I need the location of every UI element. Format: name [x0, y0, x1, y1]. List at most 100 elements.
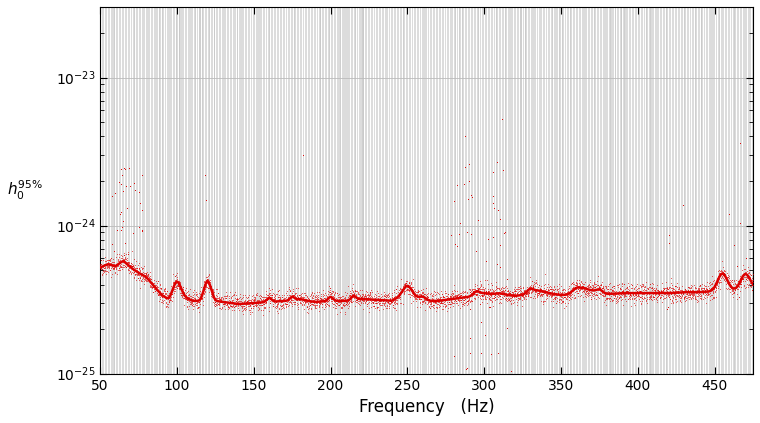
Point	[138, 265, 150, 272]
Point	[328, 288, 340, 295]
Point	[483, 288, 496, 294]
Point	[383, 301, 395, 308]
Point	[416, 298, 429, 305]
Point	[227, 299, 239, 305]
Point	[483, 286, 496, 293]
Point	[445, 299, 457, 306]
Point	[724, 278, 736, 285]
Point	[553, 280, 565, 287]
Point	[486, 281, 498, 288]
Point	[352, 291, 364, 297]
Point	[458, 297, 470, 303]
Point	[466, 292, 478, 299]
Point	[350, 297, 363, 303]
Point	[618, 291, 630, 297]
Point	[736, 266, 748, 273]
Point	[125, 262, 137, 269]
Point	[346, 299, 358, 305]
Point	[177, 287, 189, 294]
Point	[340, 300, 353, 307]
Point	[330, 300, 342, 307]
Point	[228, 301, 240, 308]
Point	[94, 257, 106, 264]
Point	[109, 261, 121, 268]
Point	[127, 229, 139, 236]
Point	[348, 294, 360, 301]
Point	[162, 293, 174, 300]
Point	[340, 297, 352, 304]
Point	[648, 296, 660, 302]
Point	[217, 298, 229, 305]
Point	[583, 290, 595, 297]
Point	[686, 289, 698, 296]
Point	[743, 269, 755, 275]
Point	[454, 292, 466, 299]
Point	[597, 289, 609, 296]
Point	[663, 239, 675, 246]
Point	[435, 294, 448, 300]
Point	[448, 300, 460, 307]
Point	[168, 281, 180, 288]
Point	[412, 294, 424, 301]
Point	[354, 287, 366, 294]
Point	[691, 293, 703, 299]
Point	[621, 288, 633, 294]
Point	[353, 294, 365, 301]
Point	[100, 267, 112, 274]
Point	[382, 294, 394, 300]
Point	[386, 299, 398, 305]
Point	[312, 296, 325, 303]
Point	[177, 294, 189, 301]
Point	[120, 264, 132, 271]
Point	[511, 289, 524, 296]
Point	[127, 262, 139, 269]
Point	[549, 296, 561, 302]
Point	[467, 291, 479, 298]
Point	[531, 290, 543, 297]
Point	[213, 305, 225, 312]
Point	[295, 294, 307, 300]
Point	[429, 291, 442, 297]
Point	[679, 288, 691, 295]
Point	[448, 294, 460, 301]
Point	[734, 273, 746, 280]
Point	[426, 290, 439, 297]
Point	[581, 287, 593, 294]
Point	[650, 296, 662, 303]
Point	[322, 302, 334, 308]
Point	[196, 295, 208, 302]
Point	[514, 286, 526, 293]
Point	[514, 296, 526, 302]
Point	[333, 296, 345, 302]
Point	[616, 296, 628, 303]
Point	[657, 293, 669, 300]
Point	[337, 297, 350, 304]
Point	[182, 302, 195, 309]
Point	[482, 286, 494, 293]
Point	[536, 287, 548, 294]
Point	[508, 286, 521, 293]
Point	[273, 291, 285, 298]
Point	[701, 291, 714, 298]
Point	[359, 291, 371, 298]
Point	[150, 289, 163, 296]
Point	[241, 295, 253, 302]
Point	[383, 290, 395, 297]
Point	[480, 296, 492, 303]
Point	[258, 296, 271, 303]
Point	[673, 289, 685, 296]
Point	[520, 290, 532, 297]
Point	[729, 286, 741, 293]
Point	[684, 293, 696, 300]
Point	[451, 288, 463, 294]
Point	[247, 301, 259, 308]
Point	[237, 303, 249, 310]
Point	[234, 299, 246, 306]
Point	[236, 294, 249, 300]
Point	[188, 298, 200, 305]
Point	[687, 292, 699, 299]
Point	[420, 284, 432, 291]
Point	[744, 283, 756, 290]
Point	[430, 299, 442, 306]
Point	[132, 272, 144, 279]
